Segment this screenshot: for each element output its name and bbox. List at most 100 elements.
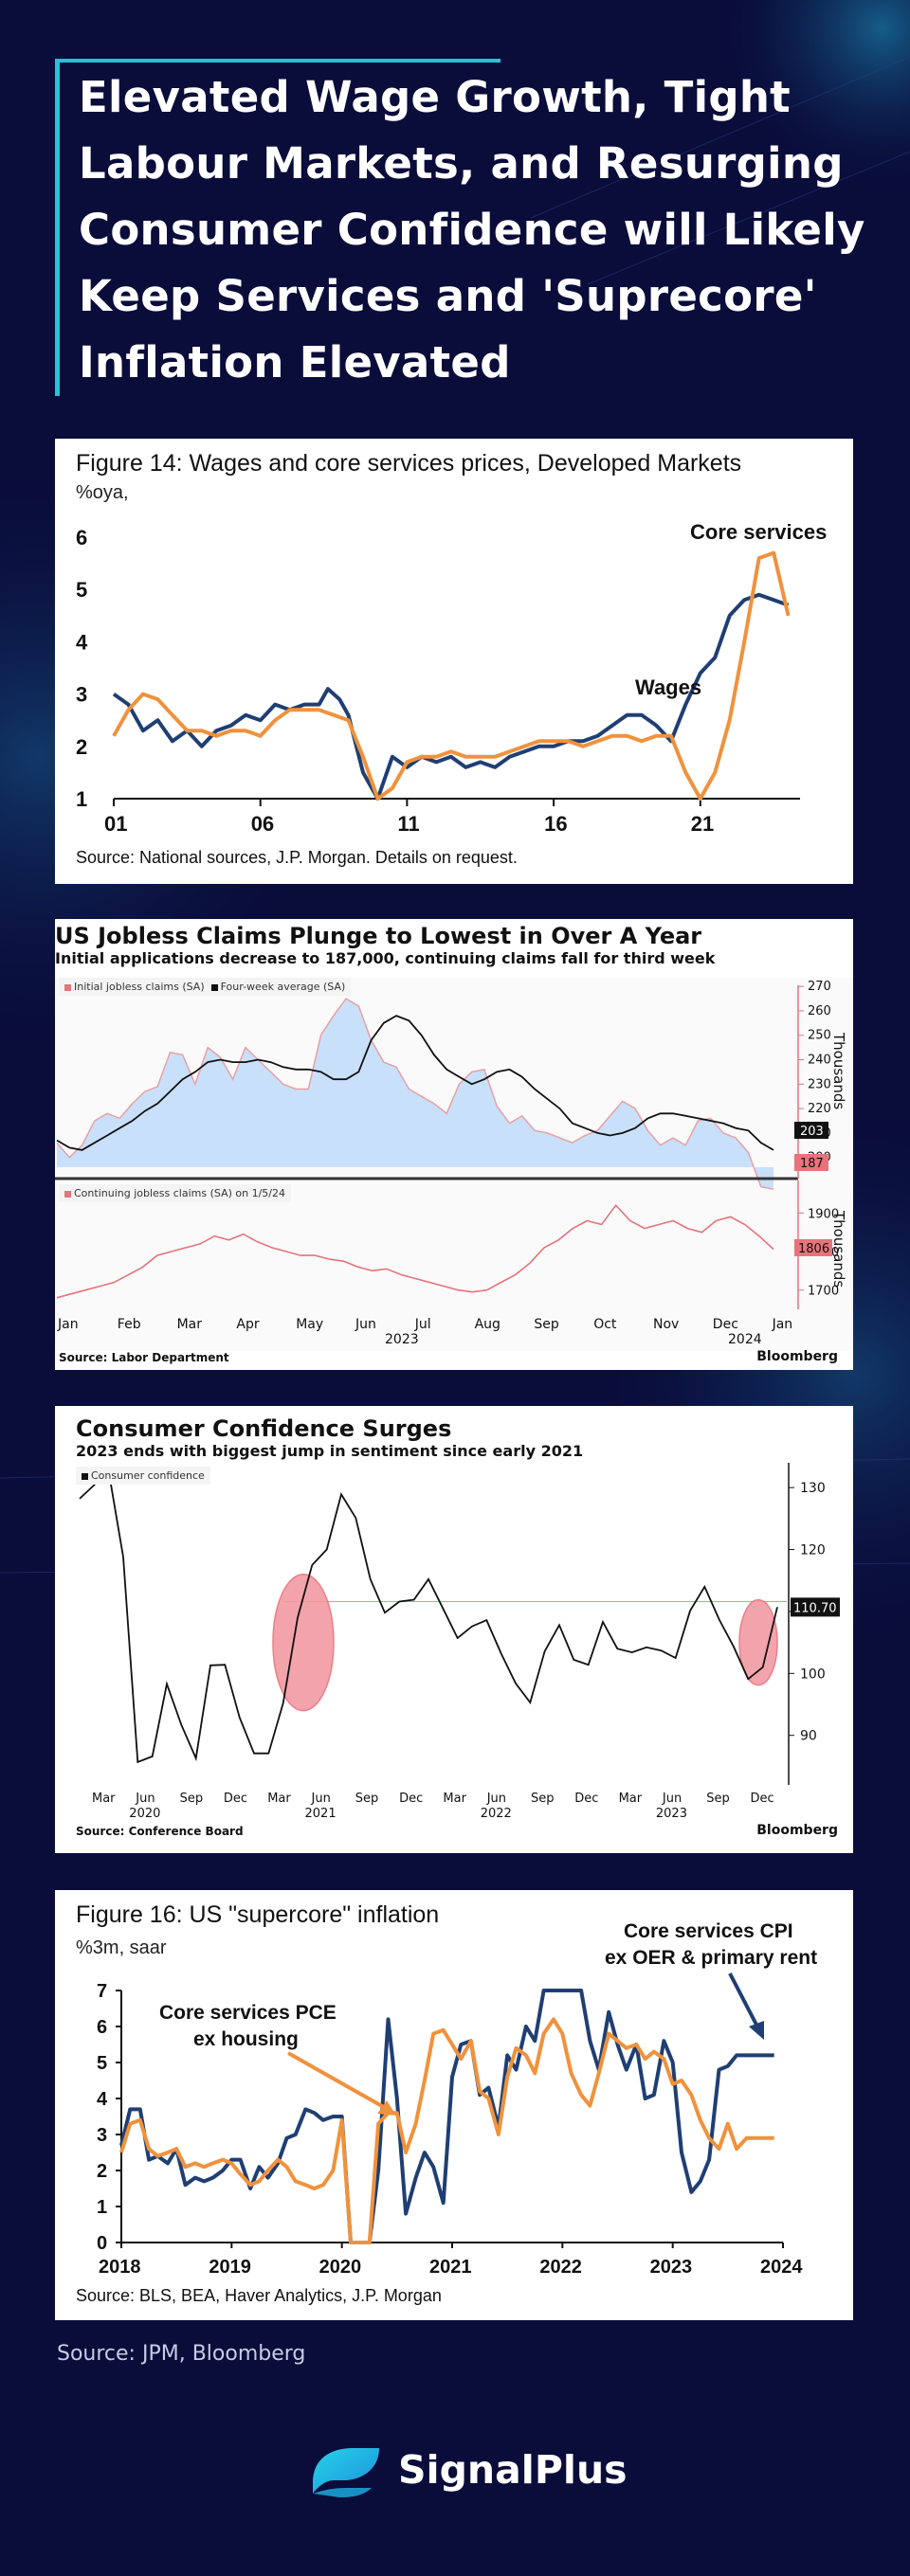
x-tick-label: Sep — [534, 1317, 559, 1332]
signalplus-logo-icon — [313, 2448, 379, 2497]
chart-legend: Consumer confidence — [76, 1467, 210, 1485]
arrow-pce-line — [287, 2051, 390, 2112]
y-tick-label: 6 — [76, 526, 87, 549]
last-value-box-initial — [794, 1154, 828, 1171]
chart-source: Source: National sources, J.P. Morgan. D… — [76, 848, 518, 867]
chart-panel-wages-core-services: Figure 14: Wages and core services price… — [55, 439, 853, 884]
x-tick-label: 2020 — [319, 2257, 362, 2278]
y-tick-label: 4 — [76, 630, 88, 654]
x-tick-label: Dec — [751, 1792, 774, 1806]
x-tick-label: 06 — [251, 812, 274, 836]
legend-swatch — [64, 983, 71, 991]
x-tick-label: Sep — [180, 1792, 204, 1806]
x-tick-label: 11 — [397, 812, 419, 836]
x-tick-label: Jun — [486, 1792, 506, 1806]
x-tick-label: 2024 — [760, 2257, 803, 2278]
y-tick-label: 100 — [800, 1666, 826, 1682]
legend-continuing: Continuing jobless claims (SA) on 1/5/24 — [74, 1187, 285, 1199]
x-year-label: 2021 — [305, 1807, 337, 1821]
x-tick-label: 2019 — [209, 2257, 250, 2278]
x-tick-label: 01 — [104, 812, 127, 836]
chart-title: Consumer Confidence Surges — [76, 1415, 452, 1442]
bloomberg-logo: Bloomberg — [756, 1823, 838, 1838]
y-tick-label: 6 — [97, 2017, 107, 2038]
legend-initial: Initial jobless claims (SA) — [74, 981, 205, 993]
x-tick-label: Mar — [619, 1792, 643, 1806]
wages-core-services-chart: 1 2 3 4 5 6 01 06 11 16 21 Core services Wages — [76, 520, 827, 836]
chart-panel-supercore: Figure 16: US "supercore" inflation %3m,… — [55, 1890, 853, 2320]
y-axis-label: Thousands — [830, 1032, 847, 1109]
x-tick-label: Mar — [267, 1792, 291, 1806]
x-year-label: 2023 — [385, 1332, 419, 1347]
x-tick-label: Sep — [355, 1792, 379, 1806]
chart-title: Figure 14: Wages and core services price… — [76, 450, 742, 477]
last-value-continuing: 1806 — [798, 1242, 829, 1256]
y-tick-label: 1700 — [808, 1285, 839, 1299]
legend-swatch — [82, 1472, 88, 1480]
headline-accent-bar — [55, 59, 500, 63]
chart-legend: Initial jobless claims (SA) Four-week av… — [59, 978, 352, 996]
x-tick-label: Dec — [713, 1317, 738, 1332]
y-tick-label: 260 — [808, 1004, 831, 1018]
y-tick-label: 3 — [97, 2125, 107, 2146]
chart-panel-jobless-claims: US Jobless Claims Plunge to Lowest in Ov… — [55, 919, 853, 1370]
y-tick-label: 220 — [808, 1102, 831, 1116]
x-tick-label: Jun — [311, 1792, 331, 1806]
y-tick-label: 240 — [808, 1054, 831, 1068]
headline-block: Elevated Wage Growth, Tight Labour Marke… — [55, 59, 894, 396]
x-tick-label: Jun — [135, 1792, 155, 1806]
x-tick-label: Mar — [177, 1317, 203, 1332]
initial-claims-line — [56, 998, 774, 1190]
y-tick-label: 1900 — [808, 1207, 839, 1221]
y-tick-label: 1 — [97, 2197, 107, 2218]
y-axis-label-bottom: Thousands — [830, 1210, 847, 1288]
x-tick-label: 2021 — [429, 2257, 472, 2278]
x-tick-label: Dec — [399, 1792, 423, 1806]
chart-panel-consumer-confidence: Consumer Confidence Surges 2023 ends wit… — [55, 1406, 853, 1853]
x-tick-label: Sep — [706, 1792, 730, 1806]
y-tick-label: 2 — [76, 735, 87, 759]
y-tick-label: 120 — [800, 1543, 826, 1558]
chart-source: Source: Conference Board — [76, 1825, 244, 1838]
continuing-claims-line — [56, 1203, 774, 1299]
x-tick-label: Oct — [593, 1317, 617, 1332]
x-tick-label: Jun — [662, 1792, 682, 1806]
y-tick-label: 90 — [800, 1729, 817, 1744]
last-value-box — [791, 1597, 840, 1617]
highlight-ellipse-2023 — [738, 1598, 778, 1686]
x-tick-label: 16 — [544, 812, 567, 836]
x-tick-label: Feb — [118, 1317, 141, 1332]
x-tick-label: Sep — [531, 1792, 555, 1806]
x-tick-label: Jan — [772, 1317, 793, 1332]
legend-confidence: Consumer confidence — [91, 1469, 205, 1482]
x-year-label: 2024 — [728, 1332, 762, 1347]
last-value-box-continuing — [794, 1239, 832, 1256]
page-title: Elevated Wage Growth, Tight Labour Marke… — [79, 72, 865, 387]
chart-legend-continuing: Continuing jobless claims (SA) on 1/5/24 — [59, 1184, 291, 1202]
initial-claims-area — [57, 999, 774, 1190]
legend-average: Four-week average (SA) — [220, 981, 346, 993]
brand-name: SignalPlus — [398, 2447, 628, 2493]
x-tick-label: Dec — [224, 1792, 247, 1806]
x-tick-label: Apr — [236, 1317, 259, 1332]
annotation-core-services: Core services — [690, 520, 827, 544]
signalplus-brand: SignalPlus — [305, 2437, 628, 2503]
last-value-initial: 187 — [800, 1157, 824, 1171]
four-week-average-line — [56, 1015, 774, 1151]
x-tick-label: 2023 — [650, 2257, 693, 2278]
annotation-cpi: Core services CPI — [624, 1920, 793, 1942]
y-tick-label: 5 — [97, 2053, 107, 2074]
supercore-chart: 0 1 2 3 4 5 6 7 2018 2019 2020 2021 2022 2023 2024 Core… — [97, 1920, 817, 2278]
x-year-label: 2020 — [129, 1807, 160, 1821]
y-tick-label: 5 — [76, 578, 87, 602]
x-tick-label: Dec — [574, 1792, 598, 1806]
last-value-box-average — [794, 1122, 828, 1139]
y-tick-label: 130 — [800, 1481, 826, 1496]
x-tick-label: Jan — [57, 1317, 79, 1332]
chart-source: Source: BLS, BEA, Haver Analytics, J.P. … — [76, 2286, 442, 2305]
series-line-wages — [112, 592, 790, 801]
x-tick-label: 2018 — [99, 2257, 141, 2278]
arrow-pce-head — [377, 2100, 396, 2116]
y-tick-label: 7 — [97, 1981, 107, 2002]
chart-subtitle: Initial applications decrease to 187,000… — [55, 949, 716, 967]
